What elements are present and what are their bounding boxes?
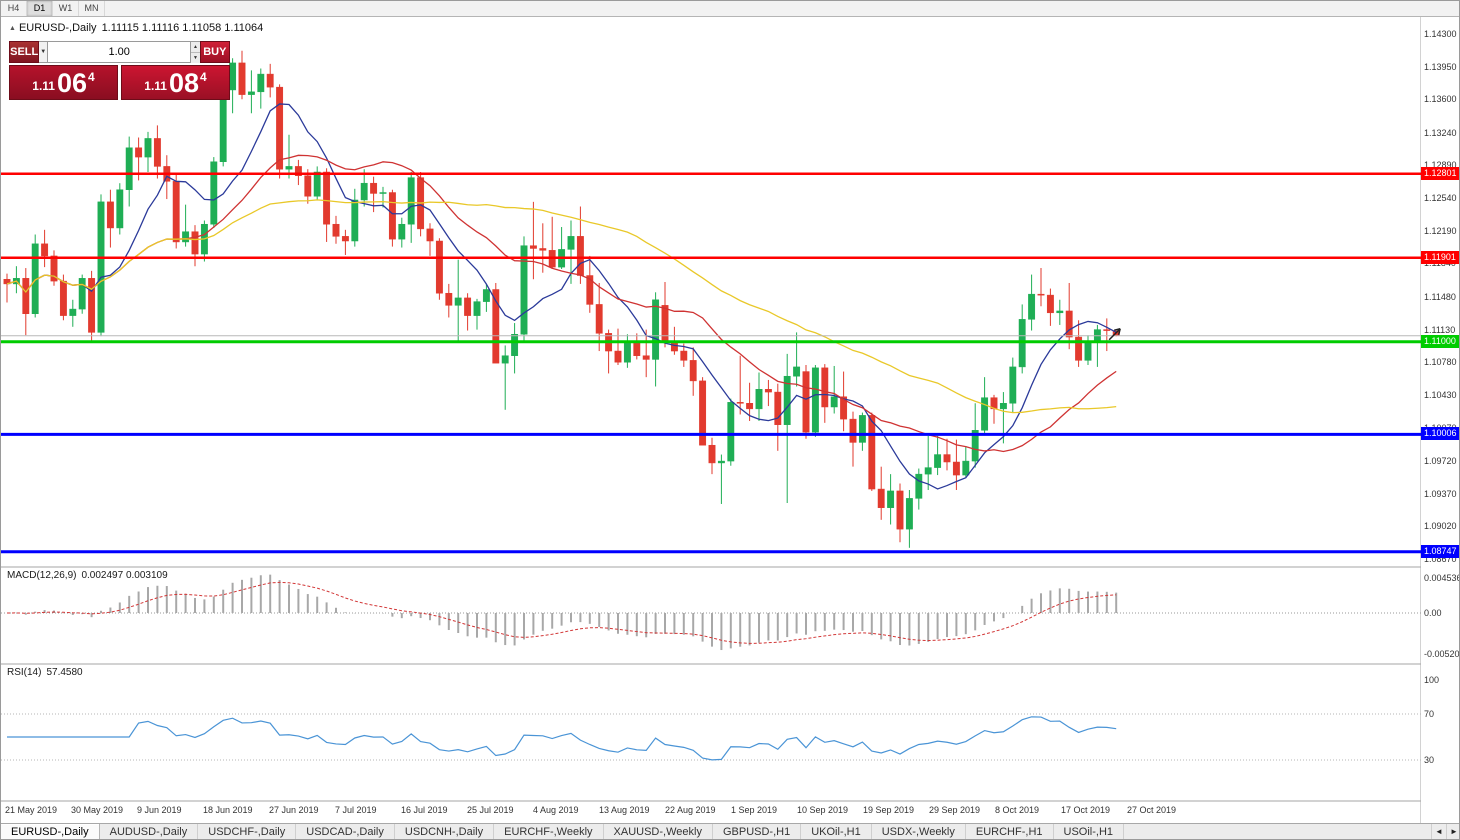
macd-indicator-name: MACD(12,26,9) (7, 570, 77, 581)
tab-bar-spacer (1124, 824, 1431, 839)
symbol-icon: ▲ (9, 25, 16, 32)
price-scale-label: 1.12190 (1424, 226, 1457, 236)
chart-tab-bar: EURUSD-,Daily AUDUSD-,Daily USDCHF-,Daily U… (1, 823, 1459, 839)
time-scale-label: 18 Jun 2019 (203, 805, 253, 815)
period-button-w1[interactable]: W1 (53, 1, 79, 16)
rsi-scale-label: 100 (1424, 675, 1440, 685)
chart-tab-usdchf-daily[interactable]: USDCHF-,Daily (198, 824, 297, 839)
time-scale-label: 29 Sep 2019 (929, 805, 981, 815)
price-scale-label: 1.09720 (1424, 456, 1457, 466)
price-scale-label: 1.10780 (1424, 357, 1457, 367)
chart-tab-gbpusd-h1[interactable]: GBPUSD-,H1 (713, 824, 802, 839)
macd-label: MACD(12,26,9) 0.002497 0.003109 (7, 570, 168, 581)
time-scale-label: 4 Aug 2019 (533, 805, 579, 815)
buy-price-display[interactable]: 1.11 08 4 (121, 65, 230, 100)
time-scale-label: 8 Oct 2019 (995, 805, 1040, 815)
period-button-h4[interactable]: H4 (1, 1, 27, 16)
time-scale-label: 16 Jul 2019 (401, 805, 448, 815)
volume-input[interactable] (48, 41, 192, 63)
rsi-indicator-name: RSI(14) (7, 667, 42, 678)
price-scale-label: 1.13950 (1424, 62, 1457, 72)
price-scale-label: 1.08670 (1424, 554, 1457, 564)
rsi-scale-label: 30 (1424, 755, 1435, 765)
level-badge: 1.10006 (1421, 427, 1459, 440)
level-badge: 1.11901 (1421, 251, 1459, 264)
sell-price-pip: 4 (88, 69, 95, 84)
period-button-mn[interactable]: MN (79, 1, 105, 16)
chart-tab-usdx-weekly[interactable]: USDX-,Weekly (872, 824, 966, 839)
chart-symbol-label: EURUSD-,Daily (18, 22, 97, 34)
volume-stepper: ▲ ▼ (191, 41, 200, 63)
volume-up-icon[interactable]: ▲ (191, 42, 200, 53)
chart-tab-usdcnh-daily[interactable]: USDCNH-,Daily (395, 824, 495, 839)
trade-controls-row: SELL ▼ ▲ ▼ BUY (9, 41, 231, 63)
level-badge: 1.11000 (1421, 335, 1459, 348)
price-scale-label: 1.11130 (1424, 325, 1456, 335)
sell-price-prefix: 1.11 (32, 78, 55, 93)
chart-tab-audusd-daily[interactable]: AUDUSD-,Daily (100, 824, 199, 839)
buy-price-main: 08 (168, 67, 200, 98)
time-scale-label: 1 Sep 2019 (731, 805, 778, 815)
price-scale-label: 1.09370 (1424, 489, 1457, 499)
price-scale-label: 1.13600 (1424, 94, 1457, 104)
chart-tab-eurusd-daily[interactable]: EURUSD-,Daily (1, 824, 100, 839)
volume-down-icon[interactable]: ▼ (191, 53, 200, 63)
buy-price-pip: 4 (200, 69, 207, 84)
time-scale-label: 30 May 2019 (71, 805, 124, 815)
level-badge: 1.12801 (1421, 167, 1459, 180)
tab-scroll-left-icon[interactable]: ◄ (1431, 824, 1446, 839)
rsi-label: RSI(14) 57.4580 (7, 667, 83, 678)
price-scale-label: 1.14300 (1424, 29, 1457, 39)
trade-prices-row: 1.11 06 4 1.11 08 4 (9, 65, 230, 100)
time-scale-label: 25 Jul 2019 (467, 805, 514, 815)
level-badge: 1.08747 (1421, 545, 1459, 558)
time-scale-label: 27 Oct 2019 (1127, 805, 1177, 815)
time-scale[interactable]: 21 May 2019 30 May 2019 9 Jun 2019 18 Jun 2… (1, 801, 1421, 823)
time-scale-label: 17 Oct 2019 (1061, 805, 1111, 815)
chart-header: ▲ EURUSD-,Daily 1.11115 1.11116 1.11058 1.… (9, 22, 263, 34)
price-scale[interactable]: 1.14300 1.13950 1.13600 1.13240 1.12890 1.125… (1421, 1, 1460, 823)
one-click-trading-panel: SELL ▼ ▲ ▼ BUY 1.11 06 4 1.11 08 4 (9, 41, 231, 100)
chart-tab-xauusd-weekly[interactable]: XAUUSD-,Weekly (604, 824, 713, 839)
chart-tab-usoil-h1[interactable]: USOil-,H1 (1054, 824, 1125, 839)
macd-scale-label: 0.00 (1424, 608, 1442, 618)
time-scale-label: 10 Sep 2019 (797, 805, 849, 815)
sell-price-display[interactable]: 1.11 06 4 (9, 65, 118, 100)
time-scale-label: 13 Aug 2019 (599, 805, 650, 815)
chart-tab-eurchf-h1[interactable]: EURCHF-,H1 (966, 824, 1054, 839)
chart-ohlc-values: 1.11115 1.11116 1.11058 1.11064 (101, 22, 264, 34)
rsi-indicator-value: 57.4580 (46, 667, 83, 678)
price-scale-label: 1.09020 (1424, 521, 1457, 531)
time-scale-label: 9 Jun 2019 (137, 805, 182, 815)
time-scale-label: 7 Jul 2019 (335, 805, 377, 815)
price-scale-label: 1.11480 (1424, 292, 1456, 302)
macd-indicator-values: 0.002497 0.003109 (81, 570, 168, 581)
time-scale-label: 19 Sep 2019 (863, 805, 915, 815)
price-scale-label: 1.10430 (1424, 390, 1457, 400)
period-button-d1[interactable]: D1 (27, 1, 53, 16)
timeframe-toolbar: H4 D1 W1 MN (1, 1, 1459, 17)
macd-scale-label: -0.005203 (1424, 649, 1460, 659)
time-scale-label: 27 Jun 2019 (269, 805, 319, 815)
price-scale-label: 1.12890 (1424, 160, 1457, 170)
sell-price-main: 06 (56, 67, 88, 98)
chart-tab-ukoil-h1[interactable]: UKOil-,H1 (801, 824, 872, 839)
chart-tab-eurchf-weekly[interactable]: EURCHF-,Weekly (494, 824, 604, 839)
sell-button[interactable]: SELL (9, 41, 40, 63)
price-scale-label: 1.12540 (1424, 193, 1457, 203)
buy-price-prefix: 1.11 (144, 78, 167, 93)
macd-scale-label: 0.004536 (1424, 573, 1460, 583)
buy-button[interactable]: BUY (199, 41, 231, 63)
tab-scroll-right-icon[interactable]: ► (1446, 824, 1459, 839)
price-scale-label: 1.13240 (1424, 128, 1457, 138)
volume-dropdown-icon[interactable]: ▼ (39, 41, 49, 63)
time-scale-label: 21 May 2019 (5, 805, 58, 815)
time-scale-label: 22 Aug 2019 (665, 805, 716, 815)
chart-tab-usdcad-daily[interactable]: USDCAD-,Daily (296, 824, 395, 839)
rsi-scale-label: 70 (1424, 709, 1435, 719)
